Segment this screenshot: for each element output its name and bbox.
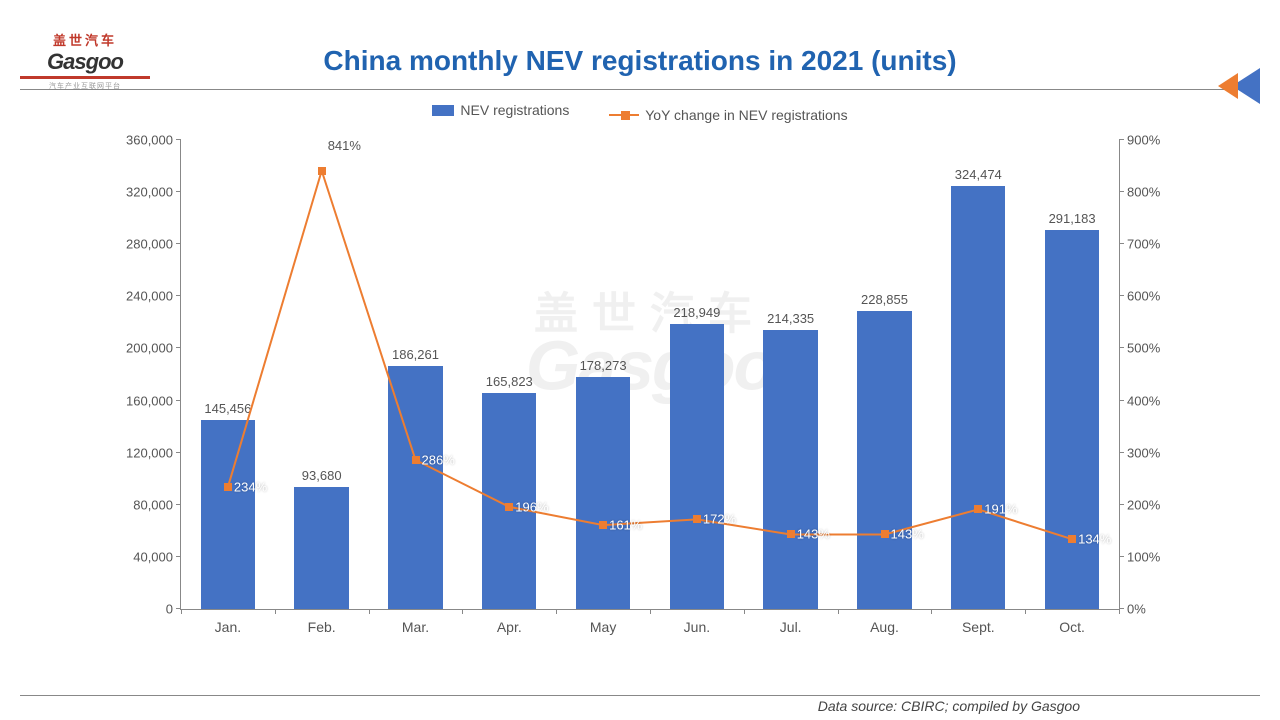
line-value-label: 172% bbox=[703, 512, 736, 527]
legend: NEV registrations YoY change in NEV regi… bbox=[0, 102, 1280, 123]
line-marker bbox=[974, 505, 982, 513]
legend-bar: NEV registrations bbox=[432, 102, 569, 118]
line-marker bbox=[1068, 535, 1076, 543]
y-right-tick-label: 200% bbox=[1119, 497, 1160, 512]
y-left-tick-label: 200,000 bbox=[126, 341, 181, 356]
corner-arrows-icon bbox=[1210, 68, 1260, 104]
legend-line-label: YoY change in NEV registrations bbox=[645, 107, 847, 123]
line-marker bbox=[505, 503, 513, 511]
line-value-label: 196% bbox=[515, 499, 548, 514]
line-series bbox=[181, 140, 1119, 609]
y-left-tick-label: 40,000 bbox=[133, 549, 181, 564]
x-tick-label: Jun. bbox=[684, 619, 710, 635]
y-right-tick-label: 0% bbox=[1119, 602, 1146, 617]
line-value-label: 143% bbox=[891, 527, 924, 542]
line-value-label: 143% bbox=[797, 527, 830, 542]
y-right-tick-label: 100% bbox=[1119, 549, 1160, 564]
y-left-tick-label: 240,000 bbox=[126, 289, 181, 304]
line-marker bbox=[787, 530, 795, 538]
line-swatch-icon bbox=[609, 114, 639, 116]
x-tick-label: Jul. bbox=[780, 619, 802, 635]
x-tick-label: Feb. bbox=[308, 619, 336, 635]
line-value-label: 841% bbox=[328, 138, 361, 153]
bar-swatch-icon bbox=[432, 105, 454, 116]
x-tick-label: Jan. bbox=[215, 619, 241, 635]
y-right-tick-label: 400% bbox=[1119, 393, 1160, 408]
line-marker bbox=[693, 515, 701, 523]
line-marker bbox=[881, 530, 889, 538]
data-source: Data source: CBIRC; compiled by Gasgoo bbox=[818, 698, 1080, 714]
line-value-label: 234% bbox=[234, 480, 267, 495]
x-tick-label: Oct. bbox=[1059, 619, 1085, 635]
y-left-tick-label: 160,000 bbox=[126, 393, 181, 408]
footer-rule bbox=[20, 695, 1260, 696]
y-left-tick-label: 120,000 bbox=[126, 445, 181, 460]
x-tick-label: May bbox=[590, 619, 616, 635]
y-left-tick-label: 80,000 bbox=[133, 497, 181, 512]
y-left-tick-label: 320,000 bbox=[126, 185, 181, 200]
y-left-tick-label: 280,000 bbox=[126, 237, 181, 252]
line-value-label: 134% bbox=[1078, 532, 1111, 547]
header: 盖世汽车 Gasgoo 汽车产业互联网平台 China monthly NEV … bbox=[20, 30, 1260, 90]
line-marker bbox=[412, 456, 420, 464]
y-left-tick-label: 360,000 bbox=[126, 133, 181, 148]
y-right-tick-label: 300% bbox=[1119, 445, 1160, 460]
logo-sub: 汽车产业互联网平台 bbox=[20, 81, 150, 91]
x-tick-label: Sept. bbox=[962, 619, 995, 635]
line-value-label: 191% bbox=[984, 502, 1017, 517]
legend-bar-label: NEV registrations bbox=[460, 102, 569, 118]
x-tick-label: Aug. bbox=[870, 619, 899, 635]
y-right-tick-label: 600% bbox=[1119, 289, 1160, 304]
chart-title: China monthly NEV registrations in 2021 … bbox=[20, 45, 1260, 77]
plot-area: 盖世汽车 Gasgoo 040,00080,000120,000160,0002… bbox=[180, 140, 1120, 610]
y-right-tick-label: 900% bbox=[1119, 133, 1160, 148]
legend-line: YoY change in NEV registrations bbox=[609, 107, 847, 123]
y-right-tick-label: 800% bbox=[1119, 185, 1160, 200]
y-right-tick-label: 500% bbox=[1119, 341, 1160, 356]
y-right-tick-label: 700% bbox=[1119, 237, 1160, 252]
line-marker bbox=[318, 167, 326, 175]
line-marker bbox=[224, 483, 232, 491]
x-tick-label: Mar. bbox=[402, 619, 429, 635]
line-value-label: 161% bbox=[609, 518, 642, 533]
chart-container: 盖世汽车 Gasgoo 040,00080,000120,000160,0002… bbox=[110, 140, 1180, 650]
x-tick-label: Apr. bbox=[497, 619, 522, 635]
line-value-label: 286% bbox=[422, 452, 455, 467]
line-marker bbox=[599, 521, 607, 529]
y-left-tick-label: 0 bbox=[166, 602, 181, 617]
